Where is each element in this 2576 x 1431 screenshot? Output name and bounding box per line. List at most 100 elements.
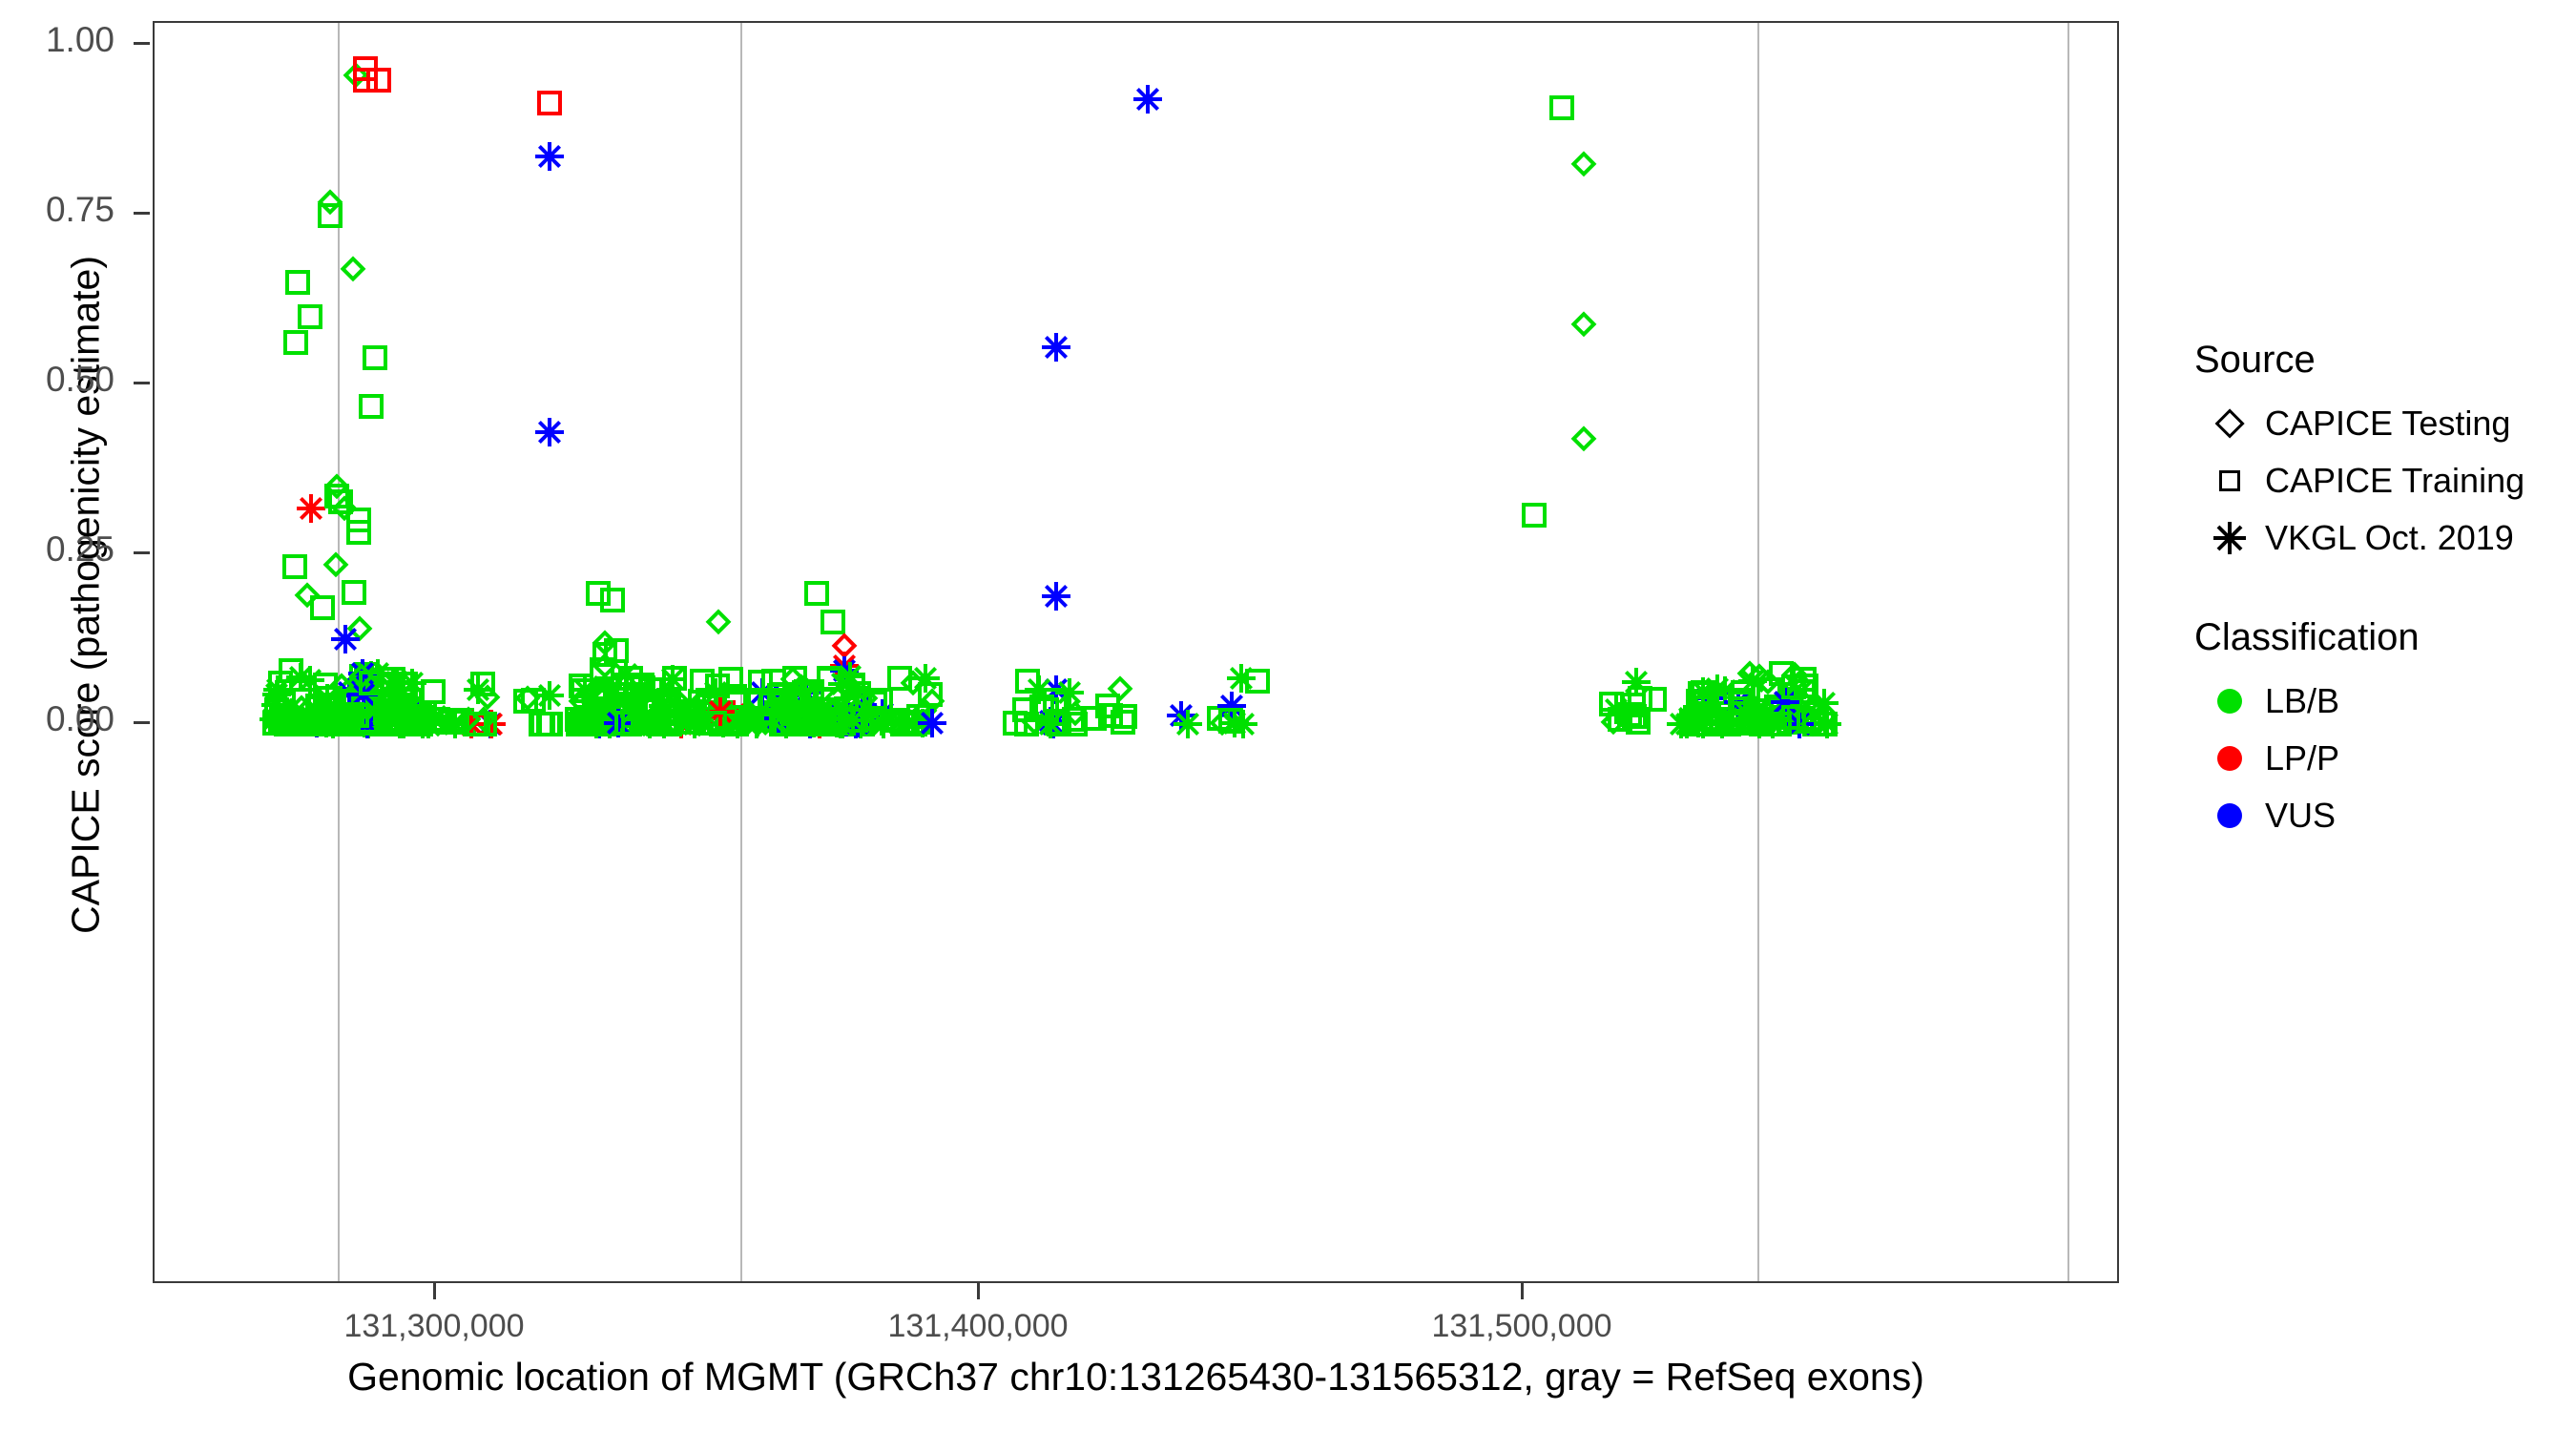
scatter-point — [1044, 711, 1070, 736]
scatter-point — [388, 686, 418, 716]
scatter-point — [791, 679, 817, 705]
scatter-point — [401, 711, 426, 736]
scatter-point — [1621, 668, 1651, 697]
scatter-point — [672, 701, 701, 731]
exon-gridline — [2067, 23, 2069, 1281]
scatter-point — [377, 695, 405, 721]
legend-item-label: CAPICE Testing — [2265, 404, 2511, 443]
scatter-point — [767, 695, 794, 721]
scatter-point — [346, 508, 372, 533]
scatter-point — [576, 704, 602, 730]
scatter-point — [312, 683, 342, 713]
scatter-point — [407, 712, 433, 736]
legend-item-asterisk[interactable]: VKGL Oct. 2019 — [2194, 509, 2576, 567]
scatter-point — [1036, 709, 1066, 738]
scatter-point — [1111, 704, 1137, 730]
scatter-point — [785, 711, 811, 736]
scatter-point — [379, 711, 405, 736]
scatter-point — [1522, 503, 1548, 529]
scatter-point — [651, 691, 677, 718]
legend-item-diamond[interactable]: CAPICE Testing — [2194, 395, 2576, 452]
scatter-point — [302, 710, 328, 736]
color-dot-icon — [2194, 803, 2265, 828]
scatter-point — [884, 708, 914, 737]
scatter-point — [566, 711, 592, 736]
scatter-point — [831, 707, 861, 736]
scatter-point — [651, 698, 676, 724]
scatter-point — [263, 711, 290, 737]
scatter-point — [567, 711, 592, 736]
scatter-point — [463, 674, 492, 704]
scatter-point — [1021, 708, 1048, 736]
scatter-point — [818, 711, 843, 736]
legend-item-lp-p[interactable]: LP/P — [2194, 730, 2576, 787]
scatter-point — [351, 708, 378, 735]
scatter-point — [426, 706, 450, 732]
scatter-point — [309, 710, 335, 736]
scatter-point — [606, 699, 632, 725]
scatter-point — [278, 697, 304, 724]
scatter-point — [1621, 703, 1647, 729]
legend-item-lb-b[interactable]: LB/B — [2194, 673, 2576, 730]
scatter-point — [766, 700, 792, 726]
scatter-point — [1041, 675, 1070, 705]
scatter-point — [1682, 704, 1708, 730]
scatter-point — [534, 681, 564, 711]
scatter-point — [382, 694, 411, 723]
scatter-point — [383, 667, 412, 696]
scatter-point — [1777, 702, 1803, 728]
scatter-point — [740, 705, 766, 731]
scatter-point — [304, 710, 331, 736]
legend-item-vus[interactable]: VUS — [2194, 787, 2576, 844]
scatter-point — [535, 417, 565, 446]
scatter-point — [788, 674, 815, 700]
scatter-point — [800, 710, 826, 736]
scatter-point — [617, 666, 643, 692]
scatter-point — [797, 709, 823, 736]
scatter-point — [332, 711, 358, 736]
scatter-point — [583, 711, 608, 736]
scatter-point — [680, 709, 710, 738]
scatter-point — [742, 709, 772, 738]
scatter-point — [1228, 709, 1257, 738]
scatter-point — [512, 688, 538, 714]
scatter-point — [1024, 674, 1053, 704]
scatter-point — [784, 689, 810, 715]
scatter-point — [717, 709, 743, 735]
scatter-point — [1716, 711, 1742, 736]
scatter-point — [350, 686, 376, 712]
scatter-point — [1750, 708, 1779, 737]
scatter-point — [843, 708, 873, 737]
scatter-point — [420, 701, 449, 731]
scatter-point — [362, 344, 387, 370]
scatter-point — [368, 694, 394, 719]
scatter-point — [849, 707, 879, 736]
scatter-point — [1570, 311, 1597, 338]
scatter-point — [321, 711, 346, 736]
scatter-point — [400, 711, 426, 736]
scatter-point — [582, 711, 608, 736]
scatter-point — [654, 711, 679, 736]
scatter-point — [836, 708, 862, 734]
scatter-point — [408, 709, 438, 738]
scatter-point — [598, 709, 624, 735]
y-tick-label: 0.50 — [45, 360, 114, 399]
scatter-point — [302, 709, 332, 738]
scatter-point — [285, 706, 315, 736]
scatter-point — [384, 701, 410, 727]
scatter-point — [804, 710, 834, 738]
scatter-point — [830, 633, 858, 659]
scatter-point — [707, 709, 733, 735]
scatter-point — [260, 691, 290, 720]
scatter-point — [815, 711, 841, 736]
scatter-point — [759, 687, 785, 713]
scatter-point — [1602, 695, 1631, 725]
scatter-point — [791, 711, 817, 736]
scatter-point — [538, 711, 564, 736]
scatter-point — [908, 708, 938, 737]
scatter-point — [905, 710, 931, 736]
scatter-point — [589, 657, 614, 683]
scatter-point — [348, 705, 374, 731]
legend-item-square[interactable]: CAPICE Training — [2194, 452, 2576, 509]
legend-title-classification: Classification — [2194, 616, 2420, 658]
